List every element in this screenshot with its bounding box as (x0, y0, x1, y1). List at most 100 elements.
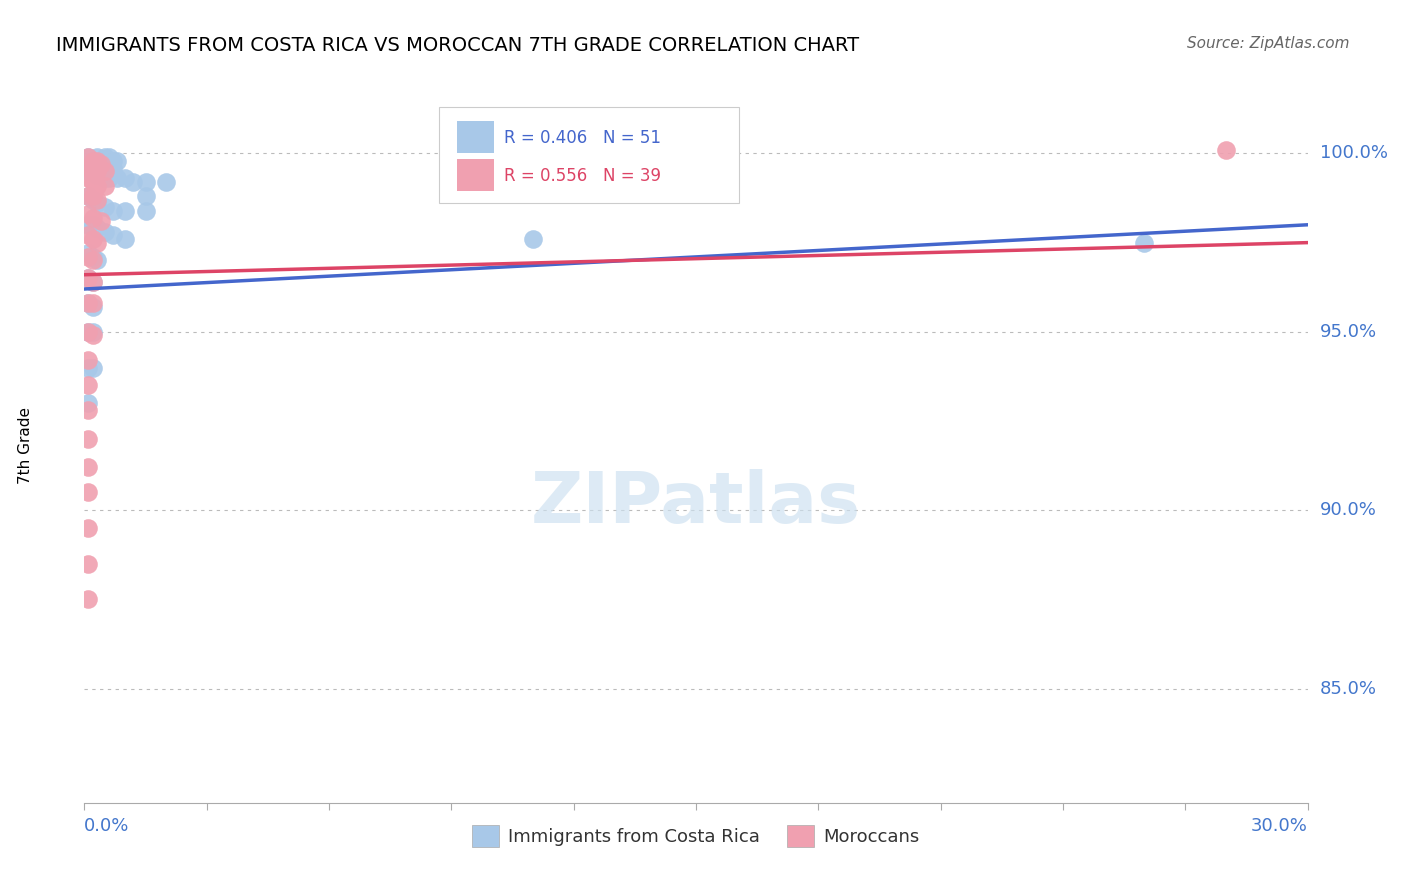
Point (93, 178, 115, 193)
Point (93, 150, 115, 164)
Point (77, 150, 100, 164)
Point (77, 557, 100, 571)
Point (90, 168, 112, 182)
Text: ZIPatlas: ZIPatlas (531, 468, 860, 538)
Point (77, 460, 100, 475)
Point (82, 175, 104, 189)
Point (82, 296, 104, 310)
Text: 85.0%: 85.0% (1320, 680, 1376, 698)
Point (93, 157, 115, 171)
Point (97, 171, 120, 186)
Point (105, 171, 128, 186)
Point (90, 153, 112, 168)
Point (86, 196, 108, 211)
FancyBboxPatch shape (457, 159, 494, 191)
Point (77, 353, 100, 368)
Point (77, 378, 100, 392)
Point (77, 246, 100, 260)
Point (86, 168, 108, 182)
Text: Source: ZipAtlas.com: Source: ZipAtlas.com (1187, 36, 1350, 51)
Point (77, 189, 100, 203)
Text: 30.0%: 30.0% (1251, 817, 1308, 835)
Point (82, 161, 104, 175)
Point (114, 203, 136, 218)
Point (93, 225, 115, 239)
Point (86, 150, 108, 164)
Point (82, 250, 104, 264)
Point (86, 164, 108, 178)
Point (82, 275, 104, 289)
Point (77, 396, 100, 410)
Point (77, 432, 100, 446)
Point (77, 325, 100, 339)
Text: R = 0.556   N = 39: R = 0.556 N = 39 (503, 167, 661, 185)
Point (77, 218, 100, 232)
Text: 90.0%: 90.0% (1320, 501, 1376, 519)
Text: R = 0.406   N = 51: R = 0.406 N = 51 (503, 128, 661, 146)
Point (77, 271, 100, 285)
Point (77, 403, 100, 417)
Point (101, 203, 124, 218)
Point (1215, 143, 1237, 157)
Text: 100.0%: 100.0% (1320, 145, 1388, 162)
Point (86, 178, 108, 193)
Point (77, 325, 100, 339)
Point (77, 189, 100, 203)
Point (86, 157, 108, 171)
FancyBboxPatch shape (439, 107, 738, 203)
Point (77, 171, 100, 186)
Point (101, 161, 124, 175)
Point (77, 207, 100, 221)
Legend: Immigrants from Costa Rica, Moroccans: Immigrants from Costa Rica, Moroccans (465, 818, 927, 855)
Text: IMMIGRANTS FROM COSTA RICA VS MOROCCAN 7TH GRADE CORRELATION CHART: IMMIGRANTS FROM COSTA RICA VS MOROCCAN 7… (56, 36, 859, 54)
Point (135, 203, 157, 218)
Point (1133, 235, 1156, 250)
Point (77, 164, 100, 178)
Point (77, 296, 100, 310)
Point (86, 253, 108, 268)
Point (101, 228, 124, 243)
Point (93, 171, 115, 186)
Point (77, 250, 100, 264)
Point (82, 325, 104, 339)
Point (77, 592, 100, 607)
FancyBboxPatch shape (457, 121, 494, 153)
Point (82, 218, 104, 232)
Point (82, 189, 104, 203)
Point (77, 150, 100, 164)
Point (82, 157, 104, 171)
Point (90, 157, 112, 171)
Point (77, 485, 100, 500)
Point (77, 161, 100, 175)
Point (86, 153, 108, 168)
Point (82, 300, 104, 314)
Point (82, 153, 104, 168)
Point (114, 232, 136, 246)
Point (101, 153, 124, 168)
Point (77, 296, 100, 310)
Point (135, 189, 157, 203)
Point (114, 171, 136, 186)
Text: 7th Grade: 7th Grade (18, 408, 34, 484)
Point (77, 360, 100, 375)
Point (86, 221, 108, 235)
Point (93, 200, 115, 214)
Text: 0.0%: 0.0% (84, 817, 129, 835)
Point (82, 232, 104, 246)
Point (82, 275, 104, 289)
Point (82, 360, 104, 375)
Point (82, 328, 104, 343)
Point (93, 164, 115, 178)
Point (105, 153, 128, 168)
Point (82, 211, 104, 225)
Point (155, 175, 177, 189)
Point (90, 214, 112, 228)
Point (522, 232, 544, 246)
Point (82, 153, 104, 168)
Point (77, 521, 100, 535)
Point (82, 253, 104, 268)
Point (86, 235, 108, 250)
Point (77, 271, 100, 285)
Point (97, 150, 120, 164)
Point (82, 193, 104, 207)
